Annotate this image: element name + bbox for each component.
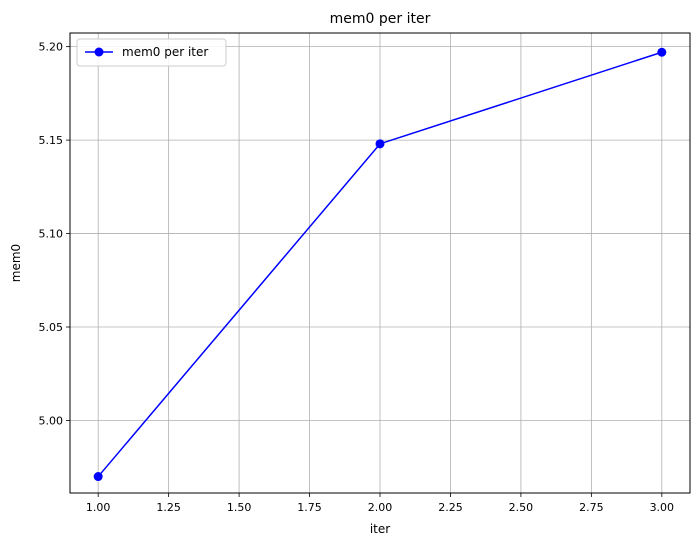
- y-tick-label: 5.05: [39, 321, 64, 334]
- x-tick-label: 1.00: [86, 501, 111, 514]
- x-tick-label: 1.50: [227, 501, 252, 514]
- y-tick-label: 5.20: [39, 41, 64, 54]
- legend-series-marker: [94, 47, 104, 57]
- y-tick-label: 5.00: [39, 414, 64, 427]
- legend-box: [76, 38, 227, 67]
- x-tick-label: 1.25: [156, 501, 181, 514]
- chart-title: mem0 per iter: [330, 11, 431, 27]
- x-tick-label: 2.50: [509, 501, 534, 514]
- x-tick-label: 2.25: [438, 501, 463, 514]
- series-layer: [93, 47, 667, 482]
- data-point: [375, 139, 385, 149]
- data-point: [657, 47, 667, 57]
- x-axis-ticks: 1.00 1.25 1.50 1.75 2.00 2.25 2.50 2.75 3.00: [86, 493, 674, 514]
- y-axis-ticks: 5.00 5.05 5.10 5.15 5.20: [39, 41, 70, 427]
- data-point: [93, 472, 103, 482]
- legend: mem0 per iter: [76, 38, 227, 67]
- grid-lines: [70, 33, 690, 493]
- x-tick-label: 3.00: [650, 501, 675, 514]
- x-tick-label: 2.75: [579, 501, 604, 514]
- y-tick-label: 5.10: [39, 228, 64, 241]
- x-axis-label: iter: [370, 522, 390, 536]
- y-axis-label: mem0: [9, 244, 23, 282]
- y-tick-label: 5.15: [39, 134, 64, 147]
- x-tick-label: 2.00: [368, 501, 393, 514]
- legend-series-label: mem0 per iter: [122, 45, 208, 59]
- x-tick-label: 1.75: [297, 501, 322, 514]
